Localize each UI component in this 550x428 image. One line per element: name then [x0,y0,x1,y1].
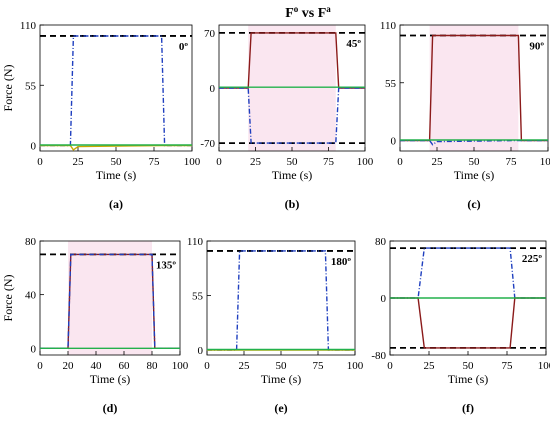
y-tick-label: 80 [375,236,387,248]
y-tick-label: -80 [371,350,386,362]
y-tick-label: 0 [210,83,216,95]
y-tick-label: 0 [381,293,387,305]
angle-annotation: 135º [156,259,177,271]
x-tick-label: 0 [397,156,403,168]
angle-annotation: 225º [522,253,543,265]
x-tick-label: 0 [204,360,210,372]
panel-label: (e) [274,401,287,415]
x-tick-label: 25 [424,360,436,372]
y-tick-label: 0 [198,345,204,357]
x-axis-label: Time (s) [272,168,313,182]
x-tick-label: 0 [216,156,222,168]
plot-frame [39,24,193,152]
y-tick-label: -70 [200,138,215,150]
y-tick-label: 110 [20,20,37,32]
x-axis-label: Time (s) [96,168,137,182]
x-axis-label: Time (s) [448,372,489,386]
y-axis-label: Force (N) [1,275,15,322]
angle-annotation: 0º [179,41,189,53]
y-tick-label: 55 [192,291,204,303]
x-tick-label: 100 [172,360,189,372]
chart-panel: -800800255075100225ºTime (s)(f) [371,236,550,415]
y-tick-label: 110 [380,20,397,32]
panel-label: (d) [103,401,118,415]
shaded-region [68,241,152,355]
x-tick-label: 60 [119,360,131,372]
y-axis-label: Force (N) [1,65,15,112]
x-tick-label: 25 [250,156,262,168]
x-tick-label: 0 [37,360,43,372]
angle-annotation: 180º [331,256,352,268]
angle-annotation: 90º [529,41,544,53]
x-tick-label: 75 [313,360,325,372]
x-tick-label: 75 [323,156,335,168]
chart-panel: 0 40 80 0 20 40 60 80 100 135º Time (s) Force (N) (d… [1,236,189,415]
figure-title: Fo vs Fa [285,4,331,21]
x-tick-label: 75 [149,156,161,168]
x-tick-label: 75 [502,360,514,372]
x-tick-label: 50 [111,156,123,168]
x-tick-label: 100 [184,156,201,168]
y-tick-label: 80 [25,236,37,248]
x-axis-label: Time (s) [261,372,302,386]
x-tick-label: 40 [91,360,103,372]
y-tick-label: 40 [25,290,37,302]
x-tick-label: 100 [347,360,364,372]
series-line [40,35,192,147]
panel-label: (b) [285,197,300,211]
y-tick-label: 0 [31,343,37,355]
x-axis-label: Time (s) [90,372,131,386]
x-tick-label: 100 [538,360,550,372]
x-tick-label: 0 [37,156,43,168]
x-tick-label: 25 [239,360,251,372]
shaded-region [429,25,519,151]
y-tick-label: 70 [204,28,216,40]
shaded-region [248,25,336,151]
x-tick-label: 50 [276,360,288,372]
x-tick-label: 50 [469,156,481,168]
y-tick-label: 0 [31,141,37,153]
series-line [219,87,365,144]
x-axis-label: Time (s) [454,168,495,182]
x-tick-label: 50 [463,360,475,372]
y-tick-label: 55 [25,80,37,92]
y-tick-label: 55 [385,78,397,90]
x-tick-label: 25 [73,156,85,168]
x-tick-label: 75 [506,156,518,168]
angle-annotation: 45º [346,38,361,50]
chart-panel: 0 55 110 0 25 50 75 100 0º Time (s) Force (N) (a) [1,20,201,211]
x-tick-label: 80 [147,360,159,372]
y-tick-label: 0 [391,136,397,148]
panel-label: (c) [467,197,480,211]
chart-panel: 0 55 110 0 25 50 75 100 180º Time (s) (e) [187,236,364,415]
x-tick-label: 100 [357,156,374,168]
panel-label: (f) [462,401,474,415]
chart-panel: 0 55 110 0 25 50 75 100 90º Time (s) (c) [380,20,550,211]
series-line [390,297,546,349]
x-tick-label: 0 [387,360,393,372]
x-tick-label: 25 [432,156,444,168]
x-tick-label: 100 [540,156,550,168]
panel-label: (a) [109,197,123,211]
y-tick-label: 110 [187,236,204,248]
x-tick-label: 20 [63,360,75,372]
plot-frame [39,240,181,356]
x-tick-label: 50 [287,156,299,168]
